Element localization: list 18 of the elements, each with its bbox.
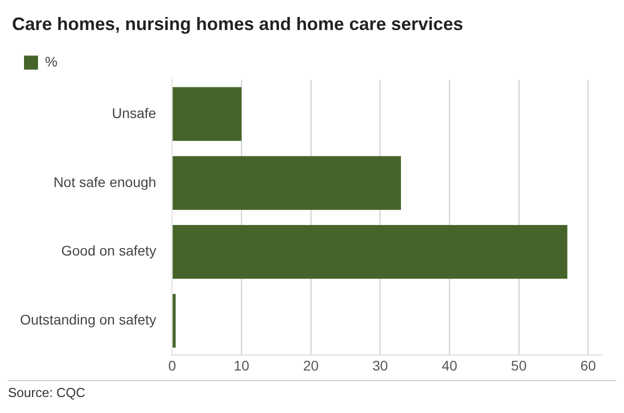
bar [172,224,568,279]
bar [172,294,176,348]
y-tick-label: Not safe enough [53,174,156,190]
bar [172,87,242,141]
chart-title: Care homes, nursing homes and home care services [12,14,464,34]
bar [172,156,401,210]
legend-label: % [45,53,58,70]
y-tick-label: Outstanding on safety [20,312,156,328]
x-tick-label: 40 [442,357,458,374]
x-tick-label: 0 [168,357,176,374]
source-note: Source: CQC [8,385,86,400]
x-tick-label: 50 [511,357,527,374]
y-tick-label: Unsafe [112,104,156,121]
y-tick-label: Good on safety [61,242,156,259]
x-tick-label: 30 [372,357,388,374]
x-tick-label: 20 [303,357,319,374]
x-tick-label: 10 [234,357,250,374]
x-tick-label: 60 [580,357,596,374]
